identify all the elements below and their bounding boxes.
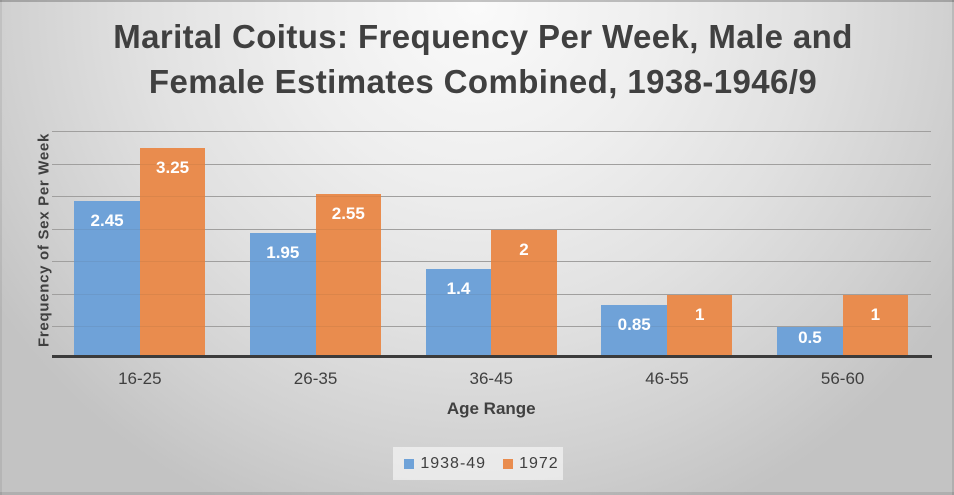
bar-1938-49-56-60 <box>777 327 843 358</box>
x-tick-label-16-25: 16-25 <box>118 369 162 388</box>
bar-1938-49-36-45 <box>425 268 492 358</box>
bar-1972-56-60 <box>842 294 909 358</box>
data-label-1938-49-36-45: 1.4 <box>446 278 471 298</box>
bar-1938-49-16-25 <box>74 200 140 358</box>
gridline-y-2.5 <box>52 196 931 198</box>
y-axis-title-text: Frequency of Sex Per Week <box>35 133 53 347</box>
x-axis-line <box>52 354 932 358</box>
gridline-overlay-y-3.0 <box>52 163 931 165</box>
legend-item-1938-49[interactable]: 1938-49 <box>404 454 487 472</box>
legend-label-1972: 1972 <box>519 454 559 472</box>
data-label-1938-49-46-55: 0.85 <box>617 314 651 334</box>
plot-area: 2.45 1.95 1.4 0.85 0.5 3.25 2.55 2 1 1 <box>52 130 932 360</box>
gridline-y-3.5 <box>52 131 931 133</box>
gridline-y-3.0 <box>52 163 931 165</box>
gridline-overlay-y-3.5 <box>52 131 931 133</box>
gridline-overlay-y-2.5 <box>52 196 931 198</box>
gridline-y-2.0 <box>52 228 931 230</box>
data-label-1938-49-26-35: 1.95 <box>266 243 300 263</box>
data-label-1938-49-56-60: 0.5 <box>798 328 822 348</box>
chart-border-top <box>0 0 954 2</box>
x-tick-label-46-55: 46-55 <box>645 369 689 388</box>
data-label-1972-46-55: 1 <box>694 304 705 324</box>
x-axis-title: Age Range <box>446 399 536 418</box>
chart-title-line-1: Marital Coitus: Frequency Per Week, Male… <box>113 18 853 55</box>
chart-title-line-2: Female Estimates Combined, 1938-1946/9 <box>148 63 818 100</box>
data-label-1972-36-45: 2 <box>519 239 529 259</box>
bar-1972-16-25 <box>139 148 206 358</box>
x-tick-label-36-45: 36-45 <box>469 369 513 388</box>
bar-1972-46-55 <box>666 294 733 358</box>
bar-1938-49-46-55 <box>601 304 667 358</box>
bar-1972-36-45 <box>491 229 557 358</box>
legend-item-1972[interactable]: 1972 <box>503 454 559 472</box>
bar-1938-49-26-35 <box>250 233 316 358</box>
gridline-overlay-y-2.0 <box>52 228 931 230</box>
gridline-overlay-y-0.5 <box>52 326 931 328</box>
legend: 1938-49 1972 <box>393 447 563 480</box>
legend-swatch-1938-49 <box>404 458 415 469</box>
bar-1972-26-35 <box>315 194 382 358</box>
legend-swatch-1972 <box>503 458 514 469</box>
data-label-1972-16-25: 3.25 <box>156 158 190 178</box>
x-tick-label-56-60: 56-60 <box>820 369 865 388</box>
data-label-1972-56-60: 1 <box>870 304 881 324</box>
chart-border-left <box>0 0 2 495</box>
data-label-1938-49-16-25: 2.45 <box>90 210 124 230</box>
x-axis-tick-labels: 16-25 26-35 36-45 46-55 56-60 <box>52 370 931 390</box>
gridline-overlay-y-1.5 <box>52 261 931 263</box>
legend-label-1938-49: 1938-49 <box>420 454 487 472</box>
chart-title: Marital Coitus: Frequency Per Week, Male… <box>6 14 954 104</box>
x-tick-label-26-35: 26-35 <box>293 369 338 388</box>
gridline-overlay-y-1.0 <box>52 293 931 295</box>
data-label-1972-26-35: 2.55 <box>331 203 365 223</box>
